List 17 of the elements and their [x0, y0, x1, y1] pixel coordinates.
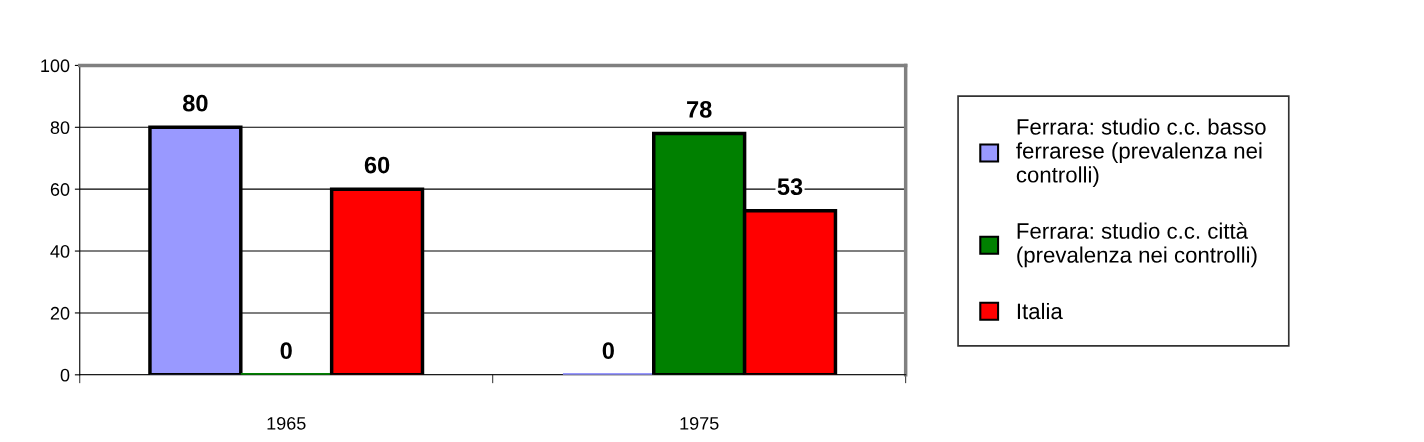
data-label: 0 [280, 342, 292, 360]
y-tick-label: 80 [50, 121, 70, 135]
y-tick-label: 60 [50, 183, 70, 196]
data-label: 60 [364, 156, 390, 174]
data-label: 78 [687, 100, 712, 118]
x-tick-label: 1975 [680, 416, 719, 430]
legend-label: Italia [1017, 302, 1063, 320]
legend-label: Ferrara: studio c.c. città (prevalenza nei controlli) [1017, 222, 1257, 268]
data-label: 0 [602, 342, 614, 360]
y-tick-label: 20 [50, 306, 70, 320]
x-tick-label: 1965 [267, 416, 306, 430]
y-tick-label: 0 [60, 368, 70, 382]
y-tick-label: 40 [50, 244, 70, 258]
legend-label: Ferrara: studio c.c. basso ferrarese (prevalenza nei controlli) [1016, 118, 1266, 187]
data-label: 80 [182, 94, 208, 112]
data-label: 53 [777, 178, 803, 196]
y-tick-label: 100 [41, 59, 70, 73]
